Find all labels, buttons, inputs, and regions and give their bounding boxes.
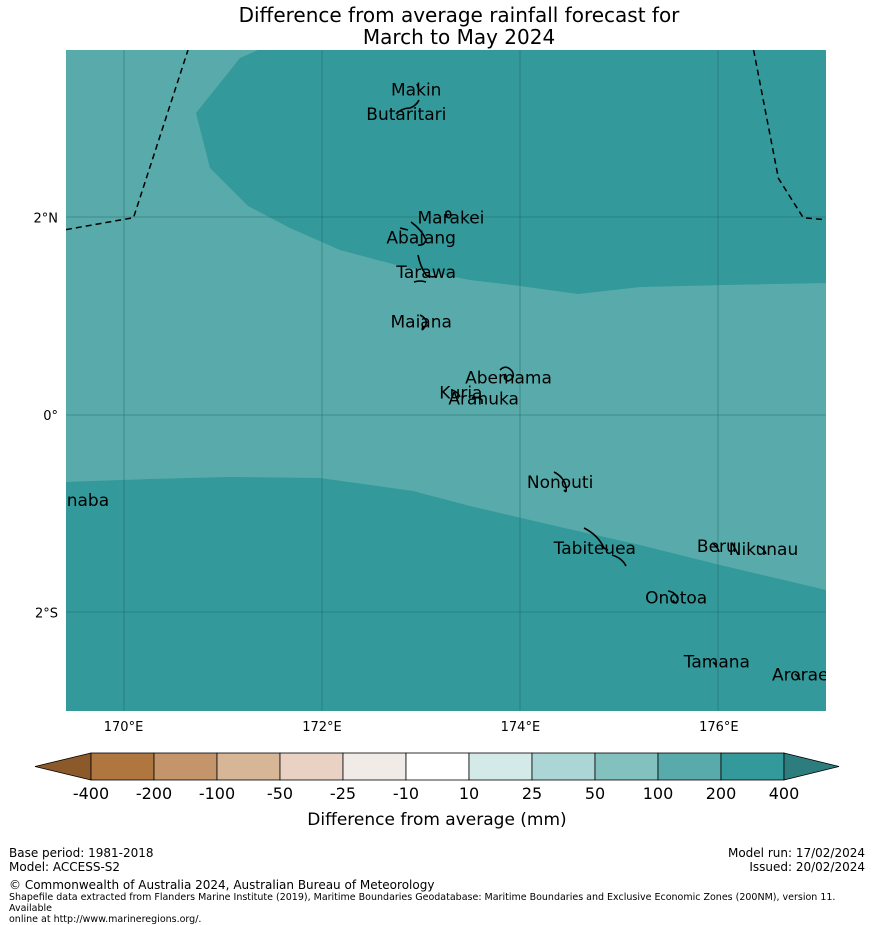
- island-shape-nikunau: [757, 545, 767, 555]
- island-label-abemama: Abemama: [465, 369, 552, 389]
- lat-tick-2-s: 2°S: [35, 606, 58, 621]
- colorbar-tick-neg-10: -10: [393, 784, 419, 803]
- footer-right: Model run: 17/02/2024 Issued: 20/02/2024: [728, 846, 865, 874]
- island-label-tarawa: Tarawa: [395, 263, 456, 283]
- title-line-1: Difference from average rainfall forecas…: [238, 3, 680, 27]
- latitude-tick-labels: 2°N 0° 2°S: [34, 212, 59, 622]
- island-shape-onotoa: [667, 590, 679, 604]
- colorbar-segment-4: [279, 752, 344, 781]
- model-run: Model run: 17/02/2024: [727, 846, 865, 860]
- island-shape-tabiteuea: [583, 527, 627, 567]
- colorbar-segment-10: [657, 752, 722, 781]
- island-label-arorae: Arorae: [772, 665, 829, 685]
- colorbar-segment-7: [468, 752, 533, 781]
- island-label-kuria: Kuria: [439, 383, 482, 403]
- longitude-tick-labels: 170°E 172°E 174°E 176°E: [104, 720, 739, 735]
- colorbar-tick-neg-25: -25: [330, 784, 356, 803]
- island-label-onotoa: Onotoa: [645, 589, 707, 609]
- lon-tick-170: 170°E: [104, 720, 144, 735]
- island-label-aranuka: Aranuka: [448, 389, 519, 409]
- colorbar-tick-10: 10: [459, 784, 479, 803]
- island-label-abaiang: Abaiang: [386, 228, 456, 248]
- island-label-tabiteuea: Tabiteuea: [553, 539, 636, 559]
- colorbar-segment-5: [342, 752, 407, 781]
- base-period: Base period: 1981-2018: [9, 846, 154, 860]
- island-shape-marakei: [445, 210, 452, 219]
- colorbar-tick-100: 100: [643, 784, 674, 803]
- colorbar-tick-neg-200: -200: [136, 784, 172, 803]
- island-shape-abemama: [499, 366, 515, 382]
- island-label-marakei: Marakei: [417, 209, 484, 229]
- colorbar-tick-25: 25: [522, 784, 542, 803]
- footer-left: Base period: 1981-2018 Model: ACCESS-S2: [9, 846, 154, 874]
- island-label-nikunau: Nikunau: [729, 540, 799, 560]
- island-shape-beru: [711, 542, 720, 553]
- shapefile-credit: Shapefile data extracted from Flanders M…: [9, 892, 869, 925]
- colorbar-segment-9: [594, 752, 659, 781]
- rainfall-region-north-200-400: [196, 50, 826, 294]
- island-shape-tarawa: [413, 254, 438, 283]
- colorbar-tick-400: 400: [769, 784, 800, 803]
- island-shape-kuria: [451, 389, 461, 398]
- model-name: Model: ACCESS-S2: [9, 860, 121, 874]
- island-label-butaritari: Butaritari: [366, 105, 446, 125]
- colorbar-segment-6: [405, 752, 470, 781]
- island-shape-maiana: [419, 314, 428, 331]
- colorbar-segment-11: [720, 752, 785, 781]
- colorbar-label: Difference from average (mm): [307, 810, 566, 830]
- island-label-beru: Beru: [697, 537, 737, 557]
- shapefile-credit-line-1: Shapefile data extracted from Flanders M…: [9, 892, 836, 914]
- island-shape-nonouti: [553, 471, 568, 493]
- lon-tick-174: 174°E: [501, 720, 541, 735]
- colorbar-tick-200: 200: [706, 784, 737, 803]
- copyright-notice: © Commonwealth of Australia 2024, Austra…: [9, 878, 435, 892]
- island-label-banaba: Banaba: [45, 491, 109, 511]
- lon-tick-176: 176°E: [699, 720, 739, 735]
- island-shape-aranuka: [471, 396, 483, 404]
- lon-tick-172: 172°E: [302, 720, 342, 735]
- lat-tick-2-n: 2°N: [34, 212, 59, 227]
- colorbar: -400 -200 -100 -50 -25 -10 10 25 50 100 200 400: [34, 752, 840, 803]
- title-line-2: March to May 2024: [362, 25, 556, 49]
- colorbar-segment-2: [153, 752, 218, 781]
- colorbar-segment-8: [531, 752, 596, 781]
- colorbar-segment-3: [216, 752, 281, 781]
- island-label-tamana: Tamana: [683, 653, 750, 673]
- colorbar-extension-low: [34, 752, 92, 781]
- issued-date: Issued: 20/02/2024: [749, 860, 865, 874]
- colorbar-tick-50: 50: [585, 784, 605, 803]
- island-shape-abaiang: [399, 221, 427, 246]
- colorbar-tick-neg-400: -400: [73, 784, 109, 803]
- island-label-maiana: Maiana: [390, 312, 451, 332]
- island-outlines: [395, 83, 801, 681]
- lat-tick-0-: 0°: [43, 409, 58, 424]
- chart-title: Difference from average rainfall forecas…: [0, 4, 873, 48]
- colorbar-extension-high: [783, 752, 840, 781]
- island-shape-arorae: [794, 673, 801, 681]
- eez-boundary-west: [66, 50, 189, 231]
- colorbar-tick-neg-50: -50: [267, 784, 293, 803]
- island-shape-makin: [416, 83, 420, 91]
- island-label-makin: Makin: [391, 80, 441, 100]
- colorbar-segment-1: [90, 752, 155, 781]
- colorbar-tick-neg-100: -100: [199, 784, 235, 803]
- island-shape-tamana: [712, 661, 717, 666]
- shapefile-credit-line-2: online at http://www.marineregions.org/.: [9, 914, 202, 925]
- eez-boundary-east: [752, 50, 826, 221]
- rainfall-region-south-200-400: [66, 477, 826, 711]
- island-shape-butaritari: [395, 99, 420, 115]
- island-label-nonouti: Nonouti: [527, 473, 593, 493]
